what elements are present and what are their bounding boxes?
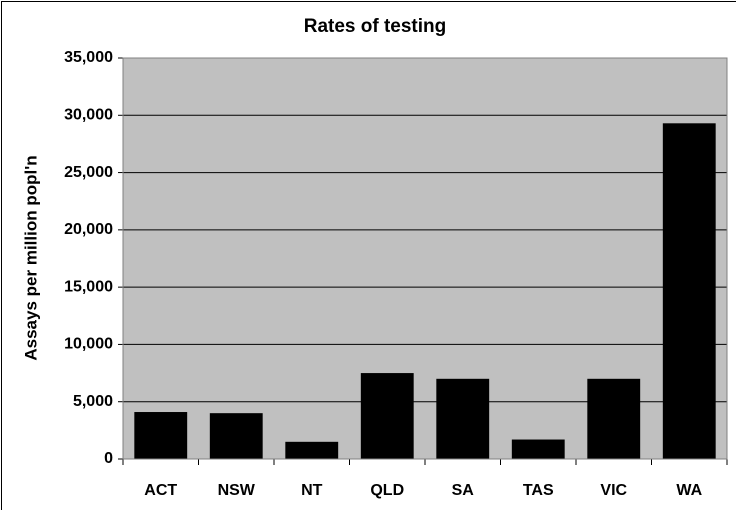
x-tick-label: VIC — [600, 482, 627, 499]
chart-title: Rates of testing — [304, 16, 447, 37]
x-tick-label: QLD — [370, 482, 404, 499]
y-tick-label: 0 — [104, 450, 113, 467]
bar — [662, 123, 716, 459]
x-tick-label: SA — [452, 482, 475, 499]
y-axis-label: Assays per million popl'n — [21, 155, 40, 360]
y-tick-label: 25,000 — [64, 164, 113, 181]
x-tick-label: NT — [301, 482, 323, 499]
x-tick-label: NSW — [218, 482, 256, 499]
bar — [436, 378, 490, 459]
bar — [209, 413, 263, 459]
bar — [360, 373, 414, 459]
plot-border — [122, 57, 728, 460]
y-tick-label: 5,000 — [73, 393, 113, 410]
bar — [511, 439, 565, 459]
x-tick-label: WA — [676, 482, 702, 499]
y-tick-label: 15,000 — [64, 278, 113, 295]
y-tick-label: 20,000 — [64, 221, 113, 238]
x-tick-label: ACT — [144, 482, 177, 499]
y-tick-label: 30,000 — [64, 107, 113, 124]
bar — [587, 378, 641, 459]
bar — [285, 441, 339, 459]
x-tick-label: TAS — [523, 482, 554, 499]
y-tick-label: 35,000 — [64, 49, 113, 66]
bar — [134, 412, 188, 459]
y-tick-label: 10,000 — [64, 336, 113, 353]
